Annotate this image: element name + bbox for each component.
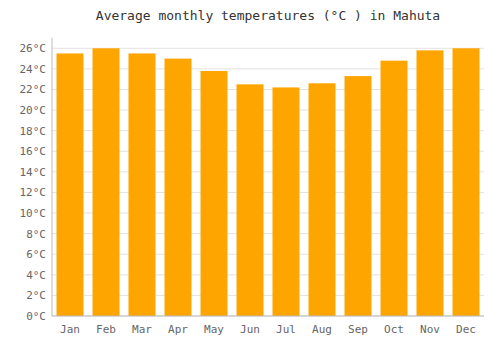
x-axis-line [52, 316, 484, 317]
x-tick-label: Apr [168, 323, 188, 336]
y-tick-label: 10°C [20, 207, 47, 220]
y-tick-label: 6°C [26, 248, 46, 261]
bar [381, 61, 408, 316]
y-tick-label: 20°C [20, 104, 47, 117]
y-tick-label: 12°C [20, 186, 47, 199]
bar [345, 76, 372, 316]
chart-svg: Average monthly temperatures (°C ) in Ma… [0, 0, 500, 350]
x-tick-label: Aug [312, 323, 332, 336]
y-tick-label: 0°C [26, 310, 46, 323]
y-tick-label: 8°C [26, 228, 46, 241]
bar [165, 59, 192, 316]
y-tick-label: 18°C [20, 125, 47, 138]
bar [57, 53, 84, 316]
grid-line [52, 316, 484, 317]
bar [129, 53, 156, 316]
x-tick-label: Jun [240, 323, 260, 336]
x-tick-label: Jan [60, 323, 80, 336]
y-tick-label: 26°C [20, 42, 47, 55]
x-tick-label: Sep [348, 323, 368, 336]
bar [273, 87, 300, 316]
y-tick-label: 22°C [20, 83, 47, 96]
bar [417, 50, 444, 316]
x-tick-label: Jul [276, 323, 296, 336]
y-tick-label: 16°C [20, 145, 47, 158]
y-tick-label: 2°C [26, 289, 46, 302]
x-tick-label: Oct [384, 323, 404, 336]
y-tick-label: 14°C [20, 166, 47, 179]
bar [93, 48, 120, 316]
bars [57, 48, 480, 316]
title: Average monthly temperatures (°C ) in Ma… [96, 8, 440, 23]
x-tick-label: Dec [456, 323, 476, 336]
bar [237, 84, 264, 316]
x-tick-label: Nov [420, 323, 440, 336]
chart-container: Average monthly temperatures (°C ) in Ma… [0, 0, 500, 350]
y-tick-label: 24°C [20, 63, 47, 76]
bar [201, 71, 228, 316]
x-tick-label: Feb [96, 323, 116, 336]
y-axis-line [52, 38, 53, 316]
x-tick-label: Mar [132, 323, 152, 336]
bar [453, 48, 480, 316]
grid [52, 48, 484, 316]
bar [309, 83, 336, 316]
y-tick-label: 4°C [26, 269, 46, 282]
x-tick-label: May [204, 323, 224, 336]
